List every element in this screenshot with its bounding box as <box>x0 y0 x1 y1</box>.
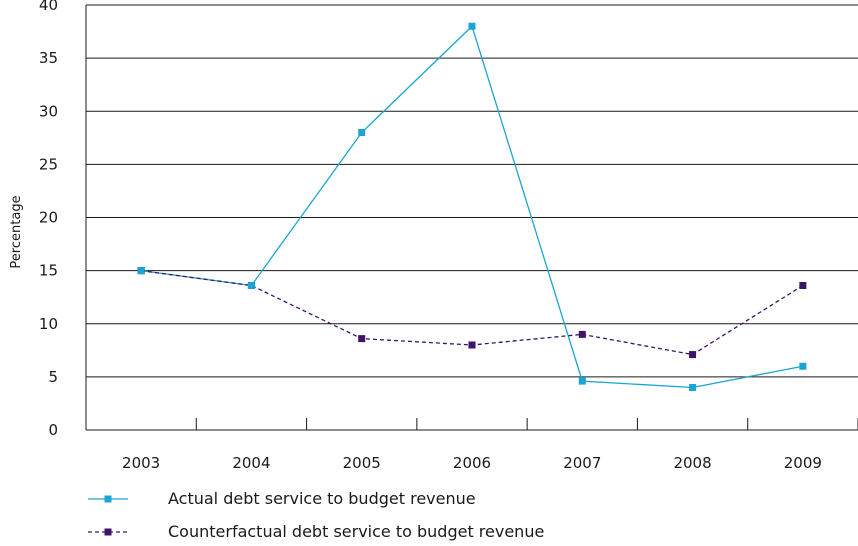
x-tick-label: 2009 <box>784 454 822 472</box>
y-tick-label: 10 <box>39 315 58 333</box>
y-axis-label: Percentage <box>9 195 24 268</box>
legend-item: Actual debt service to budget revenue <box>88 489 476 508</box>
legend-swatch-marker <box>104 495 112 503</box>
data-point <box>578 377 586 385</box>
x-tick-label: 2003 <box>122 454 160 472</box>
data-point <box>578 330 586 338</box>
y-tick-label: 5 <box>48 368 58 386</box>
y-tick-label: 40 <box>39 0 58 14</box>
y-tick-label: 35 <box>39 49 58 67</box>
data-point <box>799 282 807 289</box>
data-point <box>358 129 366 136</box>
data-point <box>799 362 807 370</box>
series-2 <box>137 267 807 359</box>
y-tick-label: 20 <box>39 209 58 227</box>
data-point <box>358 335 366 343</box>
x-axis-ticks: 2003 2004 2005 2006 2007 2008 2009 <box>122 454 822 472</box>
y-axis-ticks: 0 5 10 15 20 25 30 35 40 <box>39 0 58 439</box>
series-line <box>141 25 803 389</box>
series-1-markers-top <box>137 267 255 289</box>
legend-label: Counterfactual debt service to budget re… <box>168 522 544 541</box>
data-point <box>689 384 697 391</box>
y-tick-label: 25 <box>39 155 58 173</box>
legend: Actual debt service to budget revenue Cou… <box>88 489 544 541</box>
x-tick-label: 2004 <box>232 454 270 472</box>
y-tick-label: 15 <box>39 262 58 280</box>
x-axis <box>85 418 858 431</box>
legend-swatch-marker <box>104 528 112 536</box>
data-point <box>689 351 697 359</box>
legend-label: Actual debt service to budget revenue <box>168 489 476 508</box>
data-point <box>247 282 255 289</box>
data-point <box>468 22 476 30</box>
x-tick-label: 2007 <box>563 454 601 472</box>
data-point <box>137 267 145 275</box>
series-layer <box>137 22 807 391</box>
x-tick-label: 2006 <box>453 454 491 472</box>
data-point <box>468 341 476 349</box>
x-tick-label: 2008 <box>673 454 711 472</box>
legend-item: Counterfactual debt service to budget re… <box>88 522 544 541</box>
series-1 <box>137 22 807 391</box>
y-tick-label: 0 <box>48 421 58 439</box>
gridlines <box>85 4 858 430</box>
y-tick-label: 30 <box>39 102 58 120</box>
x-tick-label: 2005 <box>343 454 381 472</box>
